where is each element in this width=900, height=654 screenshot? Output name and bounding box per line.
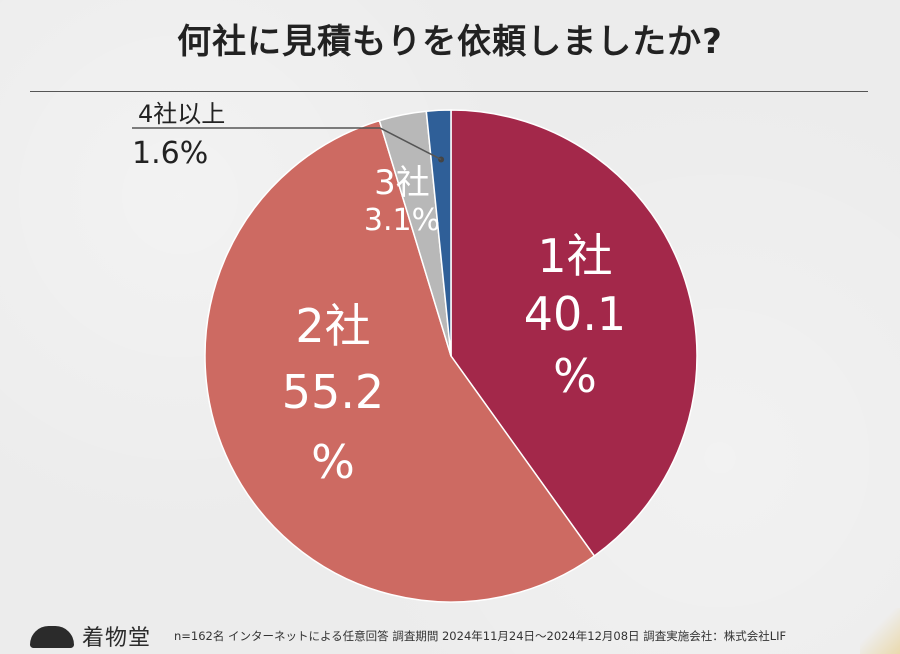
fan-logo-icon bbox=[30, 626, 74, 648]
pie-slice-2 bbox=[204, 119, 596, 603]
slice-1-percent-label: % bbox=[553, 349, 597, 403]
corner-decoration bbox=[860, 608, 900, 654]
slice-3-value-label: 3.1% bbox=[364, 203, 440, 238]
chart-title: 何社に見積もりを依頼しましたか? bbox=[177, 22, 723, 62]
slice-2-percent-label: % bbox=[311, 435, 355, 489]
slice-1-value-label: 40.1 bbox=[524, 287, 626, 341]
pie-slice-4 bbox=[425, 109, 452, 357]
slice-2-value-label: 55.2 bbox=[282, 365, 384, 419]
pie-slices bbox=[204, 109, 698, 603]
slice-4-leader-line bbox=[132, 127, 442, 161]
survey-note: n=162名 インターネットによる任意回答 調査期間 2024年11月24日〜2… bbox=[174, 629, 787, 643]
slice-3-category-label: 3社 bbox=[374, 163, 430, 203]
slice-1-category-label: 1社 bbox=[537, 229, 612, 283]
slice-4-category-label: 4社以上 bbox=[138, 100, 225, 128]
pie-slice-1 bbox=[450, 109, 698, 557]
title-divider bbox=[30, 91, 868, 92]
slice-4-value-label: 1.6% bbox=[132, 136, 208, 171]
brand-name: 着物堂 bbox=[82, 626, 152, 651]
slice-2-category-label: 2社 bbox=[295, 299, 370, 353]
footer: 着物堂 n=162名 インターネットによる任意回答 調査期間 2024年11月2… bbox=[0, 612, 900, 654]
